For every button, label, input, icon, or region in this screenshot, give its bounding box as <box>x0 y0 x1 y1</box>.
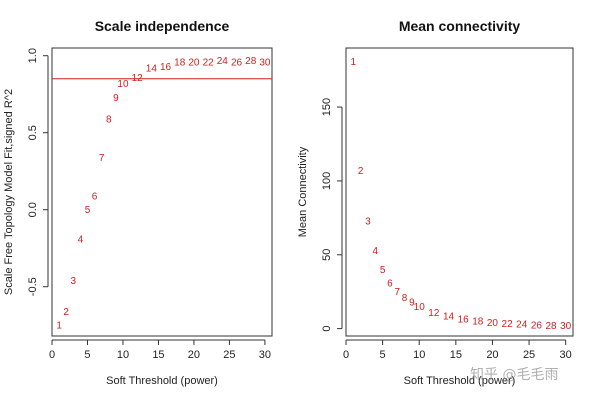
mean-connectivity-point-label: 4 <box>373 246 379 257</box>
mean-connectivity-point-label: 16 <box>458 315 470 326</box>
scale-independence-point-label: 7 <box>99 153 105 164</box>
scale-independence-point-label: 14 <box>146 64 158 75</box>
mean-connectivity-point-label: 20 <box>487 318 499 329</box>
mean-connectivity-x-axis-title: Soft Threshold (power) <box>404 375 516 387</box>
scale-independence-x-tick-label: 20 <box>188 349 200 361</box>
mean-connectivity-point-label: 24 <box>516 320 528 331</box>
scale-independence-point-label: 2 <box>63 307 69 318</box>
mean-connectivity-point-label: 2 <box>358 166 364 177</box>
scale-independence-y-tick-label: -0.5 <box>27 277 39 296</box>
mean-connectivity-y-tick-label: 0 <box>321 326 333 332</box>
scale-independence-point-label: 9 <box>113 93 119 104</box>
scale-independence-point-label: 22 <box>203 57 215 68</box>
watermark-text: 知乎 @毛毛雨 <box>470 367 559 383</box>
mean-connectivity-point-label: 1 <box>351 57 357 68</box>
mean-connectivity-y-axis-title: Mean Connectivity <box>297 146 309 237</box>
mean-connectivity-point-label: 12 <box>428 308 440 319</box>
mean-connectivity-x-tick-label: 25 <box>523 349 535 361</box>
scale-independence-point-label: 30 <box>259 57 271 68</box>
scale-independence-y-tick-label: 0.0 <box>27 202 39 217</box>
scale-independence-x-tick-label: 10 <box>117 349 129 361</box>
scale-independence-point-label: 24 <box>217 56 229 67</box>
mean-connectivity-point-label: 6 <box>387 278 393 289</box>
mean-connectivity-point-label: 7 <box>394 287 400 298</box>
mean-connectivity-y-tick-label: 150 <box>321 98 333 116</box>
mean-connectivity-x-tick-label: 5 <box>380 349 386 361</box>
scale-independence-x-tick-label: 30 <box>259 349 271 361</box>
scale-independence-y-axis-title: Scale Free Topology Model Fit,signed R^2 <box>3 89 15 295</box>
mean-connectivity-x-tick-label: 10 <box>413 349 425 361</box>
mean-connectivity-x-tick-label: 30 <box>560 349 572 361</box>
mean-connectivity-point-label: 8 <box>402 293 408 304</box>
scale-independence-y-tick-label: 0.5 <box>27 125 39 140</box>
scale-independence-x-tick-label: 5 <box>84 349 90 361</box>
scale-independence-point-label: 8 <box>106 114 112 125</box>
scale-independence-point-label: 3 <box>71 276 77 287</box>
mean-connectivity-title: Mean connectivity <box>399 18 521 34</box>
scale-independence-point-label: 10 <box>117 79 129 90</box>
mean-connectivity-point-label: 18 <box>472 317 484 328</box>
scale-independence-y-tick-label: 1.0 <box>27 48 39 63</box>
mean-connectivity-point-label: 9 <box>409 298 415 309</box>
scale-independence-point-label: 6 <box>92 191 98 202</box>
mean-connectivity-point-label: 5 <box>380 265 386 276</box>
scale-independence-x-tick-label: 15 <box>152 349 164 361</box>
scale-independence-plot-frame <box>51 47 273 337</box>
scale-independence-x-axis-title: Soft Threshold (power) <box>106 375 218 387</box>
mean-connectivity-y-tick-label: 50 <box>321 249 333 261</box>
scale-independence-x-tick-label: 0 <box>49 349 55 361</box>
scale-independence-x-tick-label: 25 <box>223 349 235 361</box>
mean-connectivity-x-tick-label: 20 <box>486 349 498 361</box>
mean-connectivity-point-label: 10 <box>414 302 426 313</box>
scale-independence-point-label: 16 <box>160 62 172 73</box>
scale-independence-point-label: 1 <box>56 321 62 332</box>
scale-independence-point-label: 28 <box>245 56 257 67</box>
mean-connectivity-x-tick-label: 15 <box>450 349 462 361</box>
mean-connectivity-y-tick-label: 100 <box>321 172 333 190</box>
scale-independence-title: Scale independence <box>95 18 230 34</box>
scale-independence-point-label: 26 <box>231 57 243 68</box>
scale-independence-point-label: 5 <box>85 205 91 216</box>
scale-independence-point-label: 20 <box>188 57 200 68</box>
mean-connectivity-point-label: 3 <box>365 216 371 227</box>
mean-connectivity-point-label: 22 <box>502 319 514 330</box>
scale-independence-point-label: 4 <box>78 234 84 245</box>
scale-independence-point-label: 18 <box>174 57 186 68</box>
mean-connectivity-point-label: 26 <box>531 320 543 331</box>
mean-connectivity-point-label: 28 <box>545 321 557 332</box>
mean-connectivity-plot-frame <box>345 47 574 337</box>
mean-connectivity-x-tick-label: 0 <box>343 349 349 361</box>
scale-independence-point-label: 12 <box>132 73 144 84</box>
mean-connectivity-point-label: 14 <box>443 312 455 323</box>
mean-connectivity-point-label: 30 <box>560 321 572 332</box>
